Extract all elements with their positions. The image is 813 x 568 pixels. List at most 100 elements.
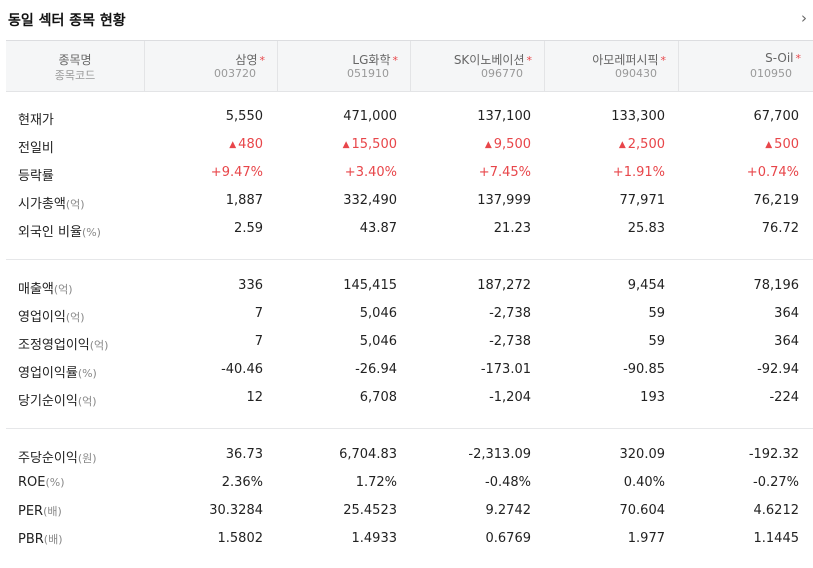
cell-value: 193 (640, 390, 665, 405)
cell-value: 59 (648, 306, 665, 321)
chevron-right-icon[interactable]: › (801, 9, 807, 27)
table-row: 외국인 비율(%) 2.59 43.87 21.23 25.83 76.72 (0, 216, 813, 244)
table-header: 종목명 종목코드 삼영 * 003720 LG화학 * 051910 SK이노베이션 * 096… (6, 40, 813, 92)
row-label-text: 전일비 (18, 141, 54, 156)
cell-value: 5,046 (359, 306, 397, 321)
name-column-label: 종목명 (58, 53, 92, 67)
table-cell: 70.604 (620, 503, 666, 518)
section-divider (6, 428, 813, 429)
row-label-text: 외국인 비율 (18, 225, 82, 240)
cell-value: -90.85 (623, 362, 665, 377)
cell-value: 6,708 (359, 390, 397, 405)
cell-value: +0.74% (746, 165, 799, 180)
company-name: SK이노베이션 (453, 53, 525, 67)
row-label-text: ROE (18, 475, 46, 490)
cell-value: 471,000 (343, 109, 397, 124)
table-cell: 2.59 (234, 221, 263, 236)
row-label: 영업이익률(%) (18, 362, 97, 381)
cell-value: -1,204 (489, 390, 531, 405)
table-row: 현재가 5,550 471,000 137,100 133,300 67,700 (0, 104, 813, 132)
cell-value: 25.83 (627, 221, 665, 236)
table-cell: -26.94 (355, 362, 397, 377)
company-name-link[interactable]: SK이노베이션 * (454, 51, 532, 68)
table-cell: -2,738 (489, 334, 531, 349)
cell-value: 336 (238, 278, 263, 293)
cell-value: 137,100 (477, 109, 531, 124)
row-unit: (%) (77, 367, 97, 380)
table-cell: 7 (255, 334, 263, 349)
table-row: PER(배) 30.3284 25.4523 9.2742 70.604 4.6212 (0, 498, 813, 526)
company-name-link[interactable]: 삼영 * (235, 51, 265, 68)
cell-value: 30.3284 (209, 503, 263, 518)
cell-value: -173.01 (480, 362, 531, 377)
table-cell: -40.46 (221, 362, 263, 377)
section-title: 동일 섹터 종목 현황 (8, 13, 126, 29)
table-row: 영업이익(억) 7 5,046 -2,738 59 364 (0, 301, 813, 329)
cell-value: 76,219 (753, 193, 800, 208)
table-cell: 133,300 (611, 109, 665, 124)
row-label: 등락률 (18, 165, 54, 184)
company-code: 003720 (214, 67, 256, 80)
table-cell: 36.73 (226, 447, 263, 462)
table-cell: -1,204 (489, 390, 531, 405)
cell-value: 7 (254, 334, 263, 349)
table-cell: 1.4933 (352, 531, 398, 546)
cell-value: 320.09 (619, 447, 666, 462)
table-cell: 76.72 (762, 221, 799, 236)
cell-value: 12 (246, 390, 263, 405)
up-triangle-icon: ▲ (229, 140, 237, 150)
company-code: 090430 (615, 67, 657, 80)
up-triangle-icon: ▲ (618, 140, 626, 150)
table-cell: 5,550 (226, 109, 263, 124)
row-label-text: PER (18, 504, 44, 519)
cell-value: +3.40% (344, 165, 397, 180)
table-cell: 12 (246, 390, 263, 405)
row-label-text: 등락률 (18, 169, 54, 184)
cell-value: 480 (238, 137, 263, 152)
row-unit: (억) (65, 198, 85, 211)
company-code: 096770 (481, 67, 523, 80)
cell-value: 145,415 (343, 278, 397, 293)
cell-value: 133,300 (611, 109, 665, 124)
cell-value: 1.1445 (753, 531, 800, 546)
row-label: 매출액(억) (18, 278, 73, 297)
table-cell: 4.6212 (754, 503, 800, 518)
table-cell: +3.40% (345, 165, 397, 180)
row-unit: (배) (43, 505, 62, 518)
cell-value: -2,738 (489, 334, 531, 349)
up-triangle-icon: ▲ (765, 140, 773, 150)
table-cell: 9.2742 (486, 503, 532, 518)
cell-value: 1.72% (355, 475, 397, 490)
asterisk-icon: * (660, 54, 667, 67)
cell-value: 76.72 (761, 221, 799, 236)
table-cell: 1,887 (226, 193, 263, 208)
table-cell: 1.72% (356, 475, 397, 490)
table-cell: 77,971 (620, 193, 666, 208)
code-column-label: 종목코드 (54, 69, 96, 82)
table-cell: 59 (648, 334, 665, 349)
row-unit: (배) (43, 533, 63, 546)
table-cell: ▲ 15,500 (343, 137, 397, 152)
cell-value: 1.977 (627, 531, 665, 546)
cell-value: 500 (774, 137, 799, 152)
row-label: 주당순이익(원) (18, 447, 97, 466)
company-name-link[interactable]: LG화학 * (352, 51, 398, 68)
company-code: 051910 (347, 67, 389, 80)
table-cell: -0.48% (485, 475, 531, 490)
cell-value: 6,704.83 (339, 447, 397, 462)
row-label: 조정영업이익(억) (18, 334, 108, 353)
cell-value: 187,272 (477, 278, 531, 293)
table-row: ROE(%) 2.36% 1.72% -0.48% 0.40% -0.27% (0, 470, 813, 498)
cell-value: 1,887 (225, 193, 263, 208)
cell-value: 332,490 (343, 193, 397, 208)
table-cell: 5,046 (360, 306, 397, 321)
row-label: 영업이익(억) (18, 306, 85, 325)
cell-value: 25.4523 (343, 503, 397, 518)
row-label-text: 영업이익 (18, 310, 66, 325)
cell-value: 364 (774, 334, 799, 349)
table-cell: 9,454 (628, 278, 665, 293)
company-name-link[interactable]: S-Oil * (765, 51, 801, 65)
company-name-link[interactable]: 아모레퍼시픽 * (592, 51, 666, 68)
row-unit: (억) (65, 311, 85, 324)
row-label: 외국인 비율(%) (18, 221, 101, 240)
